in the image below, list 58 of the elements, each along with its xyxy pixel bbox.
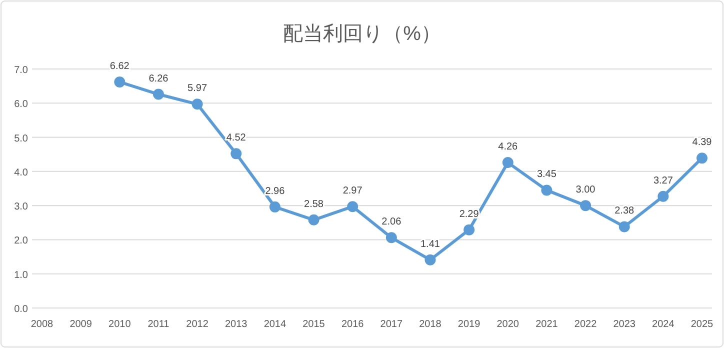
point (502, 157, 514, 168)
y-tick-label: 0.0 (14, 304, 28, 315)
y-tick-label: 6.0 (14, 99, 28, 110)
data-label: 2.58 (304, 198, 324, 210)
data-label: 6.26 (148, 73, 169, 84)
x-tick-label: 2008 (30, 319, 54, 330)
data-label: 3.00 (576, 184, 596, 196)
y-tick-label: 4.0 (14, 167, 28, 178)
point (386, 232, 397, 244)
x-tick-label: 2021 (536, 319, 558, 330)
data-label: 2.38 (614, 206, 635, 217)
x-tick-label: 2018 (419, 319, 442, 330)
data-label: 2.96 (265, 186, 286, 197)
point (230, 148, 242, 160)
data-label: 4.26 (498, 142, 518, 153)
x-tick-label: 2011 (148, 319, 170, 330)
x-tick-label: 2025 (690, 319, 714, 330)
y-tick-label: 3.0 (14, 202, 28, 213)
x-tick-label: 2016 (341, 319, 364, 330)
data-label: 5.97 (188, 83, 208, 94)
point (580, 200, 592, 212)
y-tick-label: 2.0 (14, 236, 28, 247)
x-tick-label: 2020 (496, 319, 520, 330)
y-tick-label: 1.0 (14, 270, 28, 281)
data-label: 2.06 (382, 216, 402, 228)
point (347, 201, 358, 212)
x-tick-label: 2017 (380, 319, 403, 330)
point (618, 221, 630, 232)
point (114, 76, 126, 88)
x-tick-label: 2010 (108, 319, 132, 330)
x-tick-label: 2023 (613, 319, 636, 330)
x-tick-label: 2014 (264, 319, 286, 330)
y-tick-label: 7.0 (14, 65, 28, 76)
point (308, 214, 320, 226)
point (464, 224, 475, 236)
point (658, 190, 669, 202)
x-tick-label: 2009 (70, 319, 92, 330)
data-label: 4.39 (692, 137, 712, 148)
x-tick-label: 2015 (302, 319, 326, 330)
data-label: 2.97 (342, 186, 363, 197)
chart-title: 配当利回り（%） (283, 23, 441, 45)
point (269, 201, 280, 212)
data-label: 6.62 (110, 60, 130, 72)
x-tick-label: 2024 (652, 319, 675, 330)
point (192, 98, 203, 110)
data-label: 1.41 (420, 238, 440, 250)
y-tick-label: 5.0 (14, 133, 28, 144)
x-tick-label: 2019 (458, 319, 481, 330)
data-label: 3.45 (536, 169, 557, 180)
data-label: 3.27 (653, 175, 674, 186)
point (696, 152, 708, 164)
point (541, 184, 552, 196)
point (152, 88, 164, 100)
x-tick-label: 2013 (224, 319, 248, 330)
data-label: 4.52 (226, 132, 246, 144)
point (424, 254, 436, 266)
x-tick-label: 2022 (574, 319, 598, 330)
x-tick-label: 2012 (186, 319, 209, 330)
